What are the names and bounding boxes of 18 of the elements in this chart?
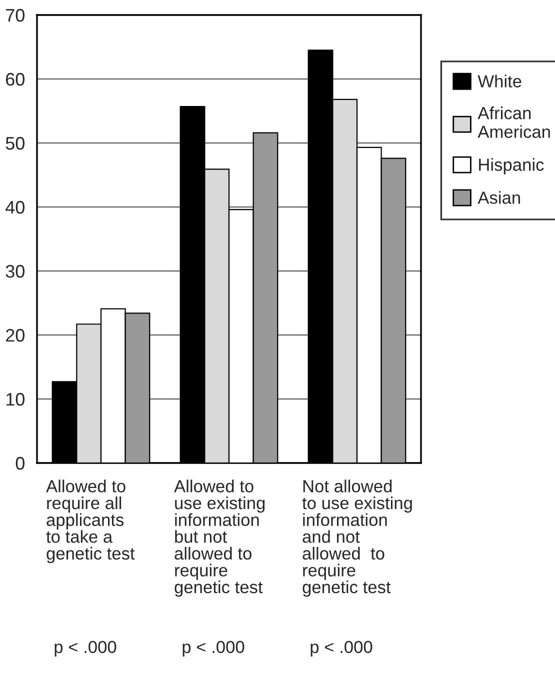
y-tick-label: 30 — [6, 264, 24, 278]
text: p < .000 — [54, 640, 116, 657]
legend-label: Hispanic — [479, 158, 544, 174]
y-tick-label: 20 — [6, 328, 24, 342]
legend-label: African American — [478, 106, 550, 138]
x-tick-label: Allowed to use existing information but not allowed to require genetic test — [174, 480, 265, 597]
y-tick-label: 60 — [6, 72, 24, 86]
y-tick-label: 0 — [16, 456, 24, 470]
y-tick-label: 50 — [6, 136, 24, 150]
text: p < .000 — [310, 640, 372, 657]
legend-label: Asian — [478, 191, 520, 204]
y-tick-label: 10 — [6, 392, 24, 406]
x-tick-label: Not allowed to use existing information and not allowed to require genetic test — [302, 480, 412, 597]
y-tick-label: 70 — [6, 8, 24, 22]
y-tick-label: 40 — [6, 200, 24, 214]
text: p < .000 — [182, 640, 244, 657]
legend-label: White — [478, 74, 522, 88]
x-tick-label: Allowed to require all applicants to take a genetic test — [46, 480, 135, 564]
